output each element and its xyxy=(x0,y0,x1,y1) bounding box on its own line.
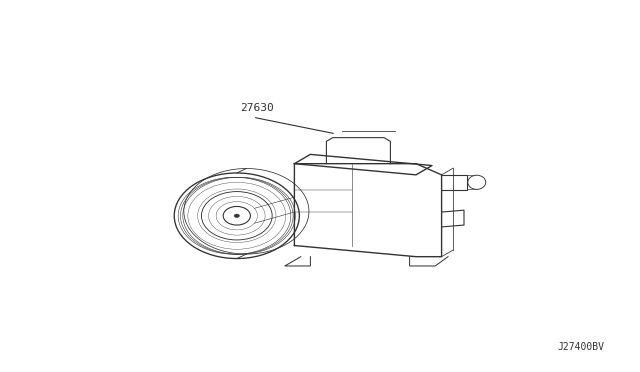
Ellipse shape xyxy=(223,206,250,225)
Text: 27630: 27630 xyxy=(240,103,274,113)
Ellipse shape xyxy=(234,214,239,217)
Ellipse shape xyxy=(468,175,486,189)
Text: J27400BV: J27400BV xyxy=(558,341,605,352)
